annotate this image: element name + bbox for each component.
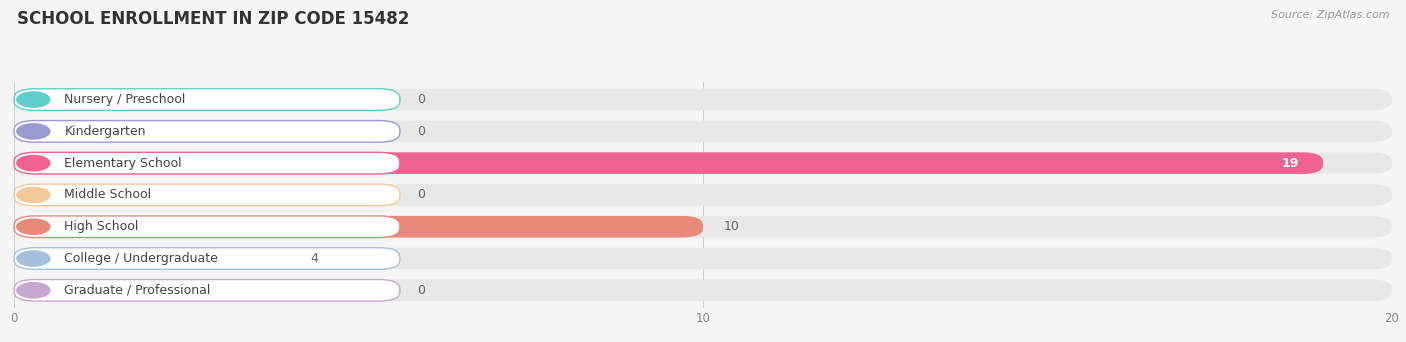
Text: 19: 19 [1281, 157, 1299, 170]
FancyBboxPatch shape [14, 216, 399, 238]
FancyBboxPatch shape [14, 216, 1392, 238]
Circle shape [17, 251, 49, 266]
Text: Nursery / Preschool: Nursery / Preschool [65, 93, 186, 106]
Text: 0: 0 [418, 284, 425, 297]
Text: Kindergarten: Kindergarten [65, 125, 146, 138]
FancyBboxPatch shape [14, 248, 290, 269]
FancyBboxPatch shape [14, 89, 1392, 110]
Text: Source: ZipAtlas.com: Source: ZipAtlas.com [1271, 10, 1389, 20]
Circle shape [17, 156, 49, 171]
Text: High School: High School [65, 220, 139, 233]
FancyBboxPatch shape [14, 152, 399, 174]
Text: 10: 10 [724, 220, 740, 233]
FancyBboxPatch shape [14, 279, 1392, 301]
Text: College / Undergraduate: College / Undergraduate [65, 252, 218, 265]
FancyBboxPatch shape [14, 89, 399, 110]
FancyBboxPatch shape [14, 279, 399, 301]
FancyBboxPatch shape [14, 152, 1392, 174]
Text: 0: 0 [418, 93, 425, 106]
Text: 0: 0 [418, 188, 425, 201]
FancyBboxPatch shape [14, 248, 1392, 269]
Text: 4: 4 [311, 252, 318, 265]
Text: SCHOOL ENROLLMENT IN ZIP CODE 15482: SCHOOL ENROLLMENT IN ZIP CODE 15482 [17, 10, 409, 28]
FancyBboxPatch shape [14, 120, 1392, 142]
FancyBboxPatch shape [14, 248, 399, 269]
Circle shape [17, 219, 49, 234]
Circle shape [17, 283, 49, 298]
Circle shape [17, 187, 49, 202]
FancyBboxPatch shape [14, 152, 1323, 174]
FancyBboxPatch shape [14, 184, 1392, 206]
FancyBboxPatch shape [14, 216, 703, 238]
FancyBboxPatch shape [14, 120, 399, 142]
Circle shape [17, 92, 49, 107]
Text: Elementary School: Elementary School [65, 157, 181, 170]
Text: 0: 0 [418, 125, 425, 138]
FancyBboxPatch shape [14, 184, 399, 206]
Text: Graduate / Professional: Graduate / Professional [65, 284, 211, 297]
Text: Middle School: Middle School [65, 188, 152, 201]
Circle shape [17, 124, 49, 139]
